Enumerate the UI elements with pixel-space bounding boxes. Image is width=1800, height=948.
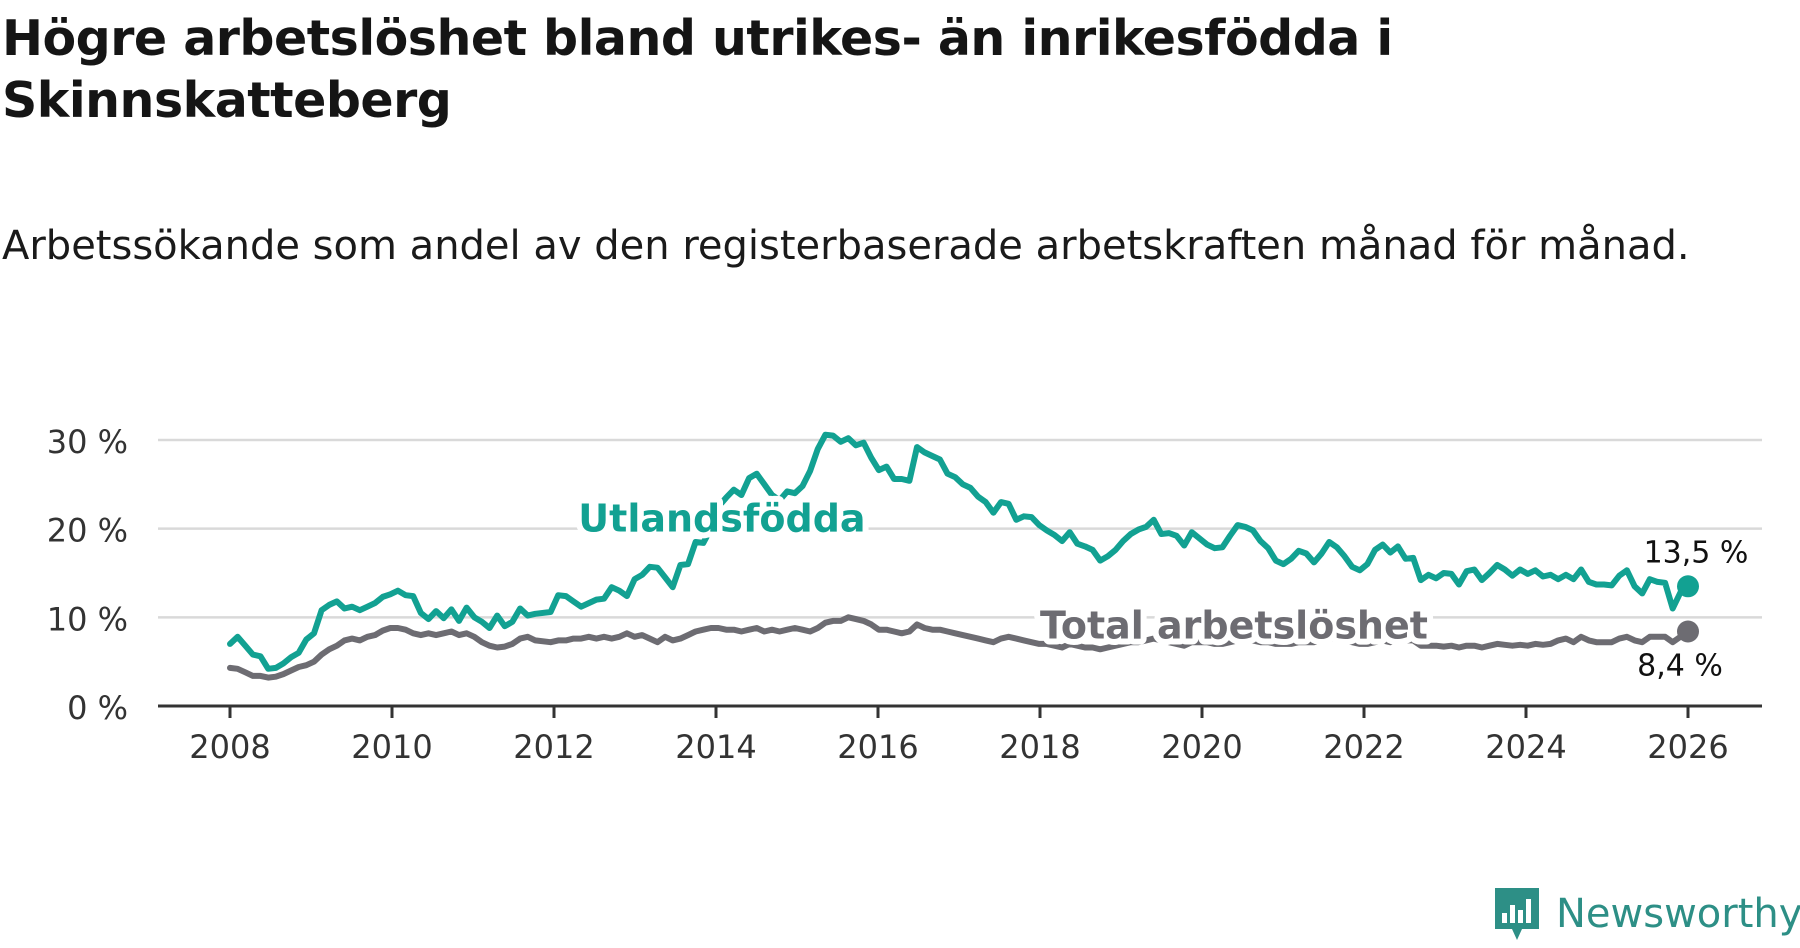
x-tick-label: 2022	[1323, 728, 1404, 766]
series-label-halo: Total arbetslöshet	[1040, 604, 1428, 648]
series-label: Total arbetslöshet	[1040, 604, 1428, 648]
y-tick-label: 20 %	[47, 512, 128, 550]
x-tick-label: 2008	[189, 728, 270, 766]
x-tick-label: 2016	[837, 728, 918, 766]
chart-title: Högre arbetslöshet bland utrikes- än inr…	[2, 10, 1393, 129]
series-end-point	[1677, 575, 1699, 598]
chart-subtitle: Arbetssökande som andel av den registerb…	[2, 223, 1690, 269]
end-value-label-utlandsfodda: 13,5 %	[1644, 535, 1749, 570]
series-end-point	[1677, 620, 1699, 643]
x-tick-label: 2014	[675, 728, 756, 766]
x-tick-label: 2020	[1161, 728, 1242, 766]
y-tick-label: 10 %	[47, 600, 128, 638]
series-line-total	[227, 614, 1691, 681]
newsworthy-logo-icon	[1495, 888, 1539, 940]
brand[interactable]: Newsworthy	[1492, 884, 1800, 944]
series-label-halo: Utlandsfödda	[578, 496, 865, 540]
y-tick-label: 0 %	[67, 689, 128, 727]
end-value-label-total: 8,4 %	[1637, 649, 1723, 684]
brand-name: Newsworthy	[1556, 891, 1800, 937]
x-tick-label: 2018	[999, 728, 1080, 766]
series-label: Utlandsfödda	[578, 496, 865, 540]
x-tick-label: 2024	[1485, 728, 1566, 766]
y-tick-label: 30 %	[47, 423, 128, 461]
x-tick-label: 2010	[351, 728, 432, 766]
x-tick-label: 2026	[1647, 728, 1728, 766]
x-tick-label: 2012	[513, 728, 594, 766]
series-line-utlandsfodda	[227, 431, 1691, 672]
